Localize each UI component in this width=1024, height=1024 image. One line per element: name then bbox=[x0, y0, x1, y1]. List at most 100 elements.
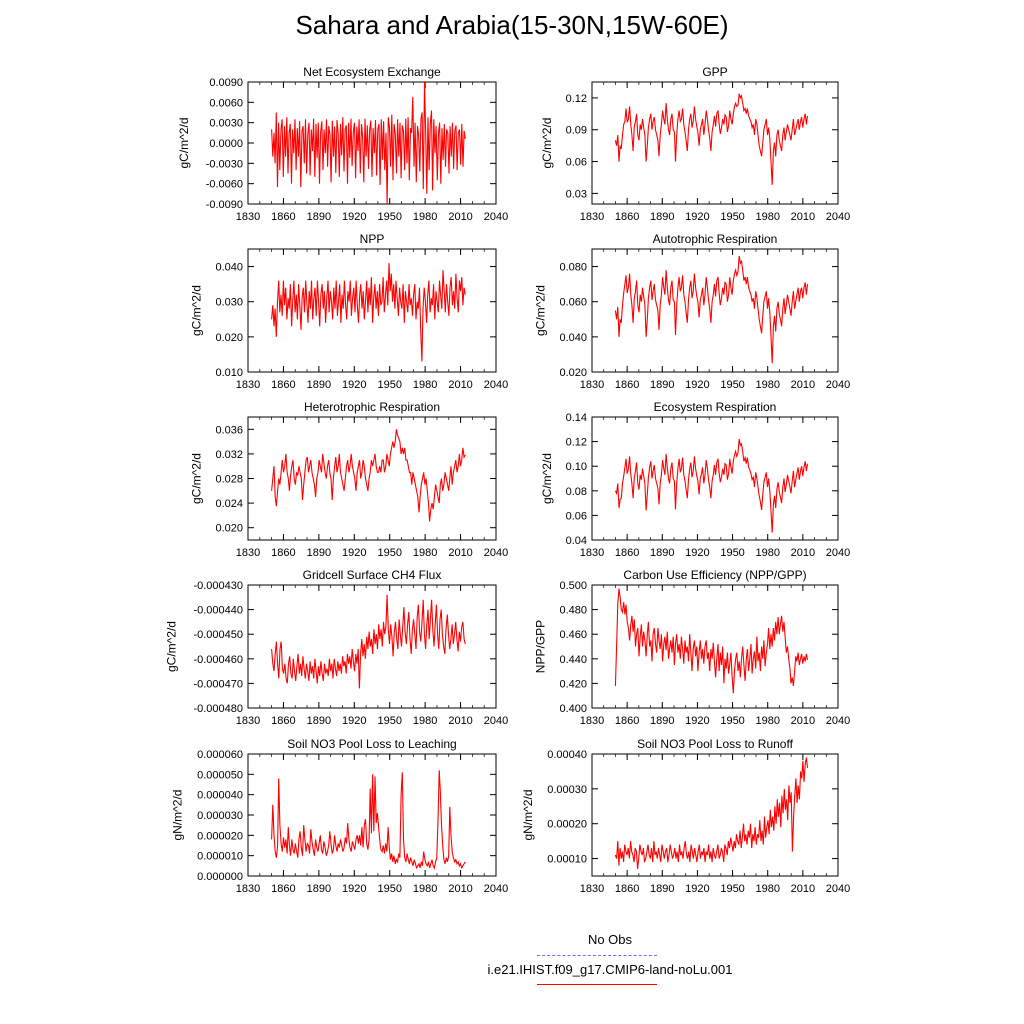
y-tick-label: 0.460 bbox=[559, 629, 587, 641]
x-tick-label: 2040 bbox=[826, 379, 850, 391]
x-tick-label: 1920 bbox=[685, 883, 709, 895]
y-tick-label: 0.0060 bbox=[209, 97, 243, 109]
x-tick-label: 2010 bbox=[448, 379, 472, 391]
y-tick-label: 0.010 bbox=[215, 367, 243, 379]
x-tick-label: 1830 bbox=[236, 715, 260, 727]
y-tick-label: 0.12 bbox=[566, 437, 587, 449]
legend-label-model: i.e21.IHIST.f09_g17.CMIP6-land-noLu.001 bbox=[487, 962, 733, 977]
x-tick-label: 2040 bbox=[484, 715, 508, 727]
x-tick-label: 2010 bbox=[448, 547, 472, 559]
y-tick-label: -0.000440 bbox=[193, 605, 243, 617]
x-tick-label: 1980 bbox=[413, 715, 437, 727]
legend-swatch-obs bbox=[537, 955, 657, 956]
y-tick-label: 0.0090 bbox=[209, 77, 243, 89]
y-tick-label: 0.020 bbox=[559, 367, 587, 379]
series-line bbox=[271, 770, 466, 870]
x-tick-label: 2010 bbox=[791, 379, 815, 391]
x-tick-label: 1830 bbox=[580, 211, 604, 223]
chart-title: Autotrophic Respiration bbox=[653, 232, 778, 246]
y-tick-label: 0.06 bbox=[566, 157, 587, 169]
series-line bbox=[614, 93, 809, 185]
y-tick-label: -0.000480 bbox=[193, 703, 243, 715]
y-axis-label: gC/m^2/d bbox=[540, 118, 554, 169]
chart-panel-6: Ecosystem Respiration 1830 1860 1890 1920 195… bbox=[540, 400, 850, 559]
x-tick-label: 1980 bbox=[755, 211, 779, 223]
x-tick-label: 1920 bbox=[342, 211, 366, 223]
y-tick-label: 0.00040 bbox=[547, 749, 587, 761]
y-tick-label: 0.040 bbox=[215, 262, 243, 274]
plot-frame bbox=[247, 416, 497, 541]
chart-title: Carbon Use Efficiency (NPP/GPP) bbox=[623, 568, 806, 582]
x-tick-label: 2010 bbox=[791, 715, 815, 727]
x-tick-label: 1830 bbox=[236, 211, 260, 223]
x-tick-label: 1920 bbox=[342, 379, 366, 391]
y-tick-label: 0.14 bbox=[566, 412, 587, 424]
x-tick-label: 1830 bbox=[580, 547, 604, 559]
y-tick-label: 0.00020 bbox=[547, 819, 587, 831]
y-tick-label: 0.032 bbox=[215, 449, 243, 461]
y-tick-label: -0.000470 bbox=[193, 678, 243, 690]
y-tick-label: 0.03 bbox=[566, 188, 587, 200]
y-tick-label: 0.000000 bbox=[197, 871, 243, 883]
x-tick-label: 2010 bbox=[448, 211, 472, 223]
y-axis-label: gC/m^2/d bbox=[190, 285, 204, 336]
x-tick-label: 1890 bbox=[307, 379, 331, 391]
y-tick-label: -0.000430 bbox=[193, 580, 243, 592]
y-tick-label: -0.0090 bbox=[206, 199, 243, 211]
x-tick-label: 1890 bbox=[307, 715, 331, 727]
page-title: Sahara and Arabia(15-30N,15W-60E) bbox=[295, 10, 729, 40]
y-tick-label: 0.024 bbox=[215, 498, 243, 510]
x-tick-label: 1830 bbox=[236, 379, 260, 391]
x-tick-label: 1920 bbox=[685, 547, 709, 559]
x-tick-label: 1830 bbox=[580, 883, 604, 895]
chart-panel-5: Heterotrophic Respiration 1830 1860 1890 192… bbox=[190, 400, 509, 559]
chart-panel-7: Gridcell Surface CH4 Flux 1830 1860 1890 192… bbox=[164, 568, 508, 727]
x-tick-label: 1860 bbox=[271, 883, 295, 895]
series-line bbox=[271, 594, 466, 689]
y-tick-label: 0.00010 bbox=[547, 854, 587, 866]
x-tick-label: 1860 bbox=[615, 547, 639, 559]
chart-title: Gridcell Surface CH4 Flux bbox=[303, 568, 442, 582]
series-line bbox=[271, 263, 466, 362]
x-tick-label: 1950 bbox=[377, 379, 401, 391]
y-tick-label: 0.420 bbox=[559, 678, 587, 690]
chart-panel-8: Carbon Use Efficiency (NPP/GPP) 1830 1860 1… bbox=[534, 568, 851, 727]
chart-title: Ecosystem Respiration bbox=[654, 400, 777, 414]
plot-frame bbox=[247, 584, 497, 709]
y-tick-label: 0.030 bbox=[215, 297, 243, 309]
chart-panel-3: NPP 1830 1860 1890 1920 1950 1980 2010 2040 0.010… bbox=[190, 232, 509, 391]
y-tick-label: 0.440 bbox=[559, 654, 587, 666]
x-tick-label: 1920 bbox=[685, 211, 709, 223]
x-tick-label: 1980 bbox=[755, 883, 779, 895]
x-tick-label: 1950 bbox=[720, 379, 744, 391]
x-tick-label: 1860 bbox=[271, 715, 295, 727]
plot-frame bbox=[591, 753, 839, 877]
chart-panel-2: GPP 1830 1860 1890 1920 1950 1980 2010 2040 0.03 0… bbox=[540, 65, 850, 223]
x-tick-label: 2040 bbox=[484, 547, 508, 559]
x-tick-label: 1890 bbox=[650, 715, 674, 727]
plot-frame bbox=[591, 584, 839, 709]
y-axis-label: gC/m^2/d bbox=[540, 453, 554, 504]
y-tick-label: 0.020 bbox=[215, 523, 243, 535]
x-tick-label: 2010 bbox=[791, 547, 815, 559]
chart-panel-9: Soil NO3 Pool Loss to Leaching 1830 1860 18… bbox=[171, 737, 509, 895]
x-tick-label: 1980 bbox=[413, 547, 437, 559]
y-tick-label: 0.000020 bbox=[197, 830, 243, 842]
x-tick-label: 2040 bbox=[826, 883, 850, 895]
x-tick-label: 1830 bbox=[580, 379, 604, 391]
x-tick-label: 2040 bbox=[484, 379, 508, 391]
x-tick-label: 1950 bbox=[377, 211, 401, 223]
chart-title: Net Ecosystem Exchange bbox=[303, 65, 441, 79]
x-tick-label: 1920 bbox=[685, 379, 709, 391]
y-tick-label: -0.0030 bbox=[206, 158, 243, 170]
y-tick-label: 0.000040 bbox=[197, 790, 243, 802]
y-tick-label: 0.000010 bbox=[197, 851, 243, 863]
y-tick-label: 0.400 bbox=[559, 703, 587, 715]
legend-label-obs: No Obs bbox=[587, 932, 633, 947]
y-tick-label: 0.00030 bbox=[547, 784, 587, 796]
chart-title: NPP bbox=[360, 232, 385, 246]
y-tick-label: 0.09 bbox=[566, 125, 587, 137]
chart-title: GPP bbox=[702, 65, 727, 79]
series-line bbox=[271, 429, 466, 522]
